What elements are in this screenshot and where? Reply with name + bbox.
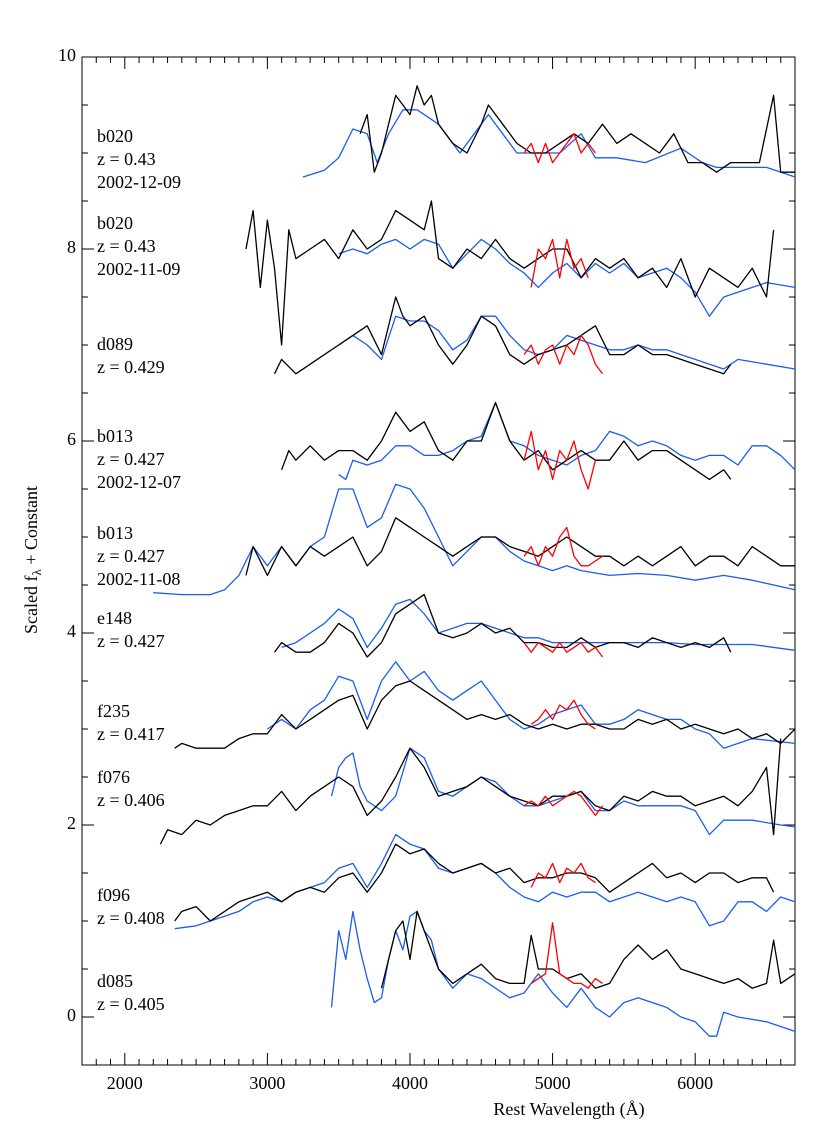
x-tick-label: 4000 [392, 1073, 428, 1093]
spectrum-label: 2002-12-07 [97, 472, 181, 492]
red-spectrum [523, 334, 604, 375]
x-tick-label: 6000 [677, 1073, 713, 1093]
red-spectrum [523, 790, 604, 817]
observed-spectrum [174, 843, 775, 922]
spectrum-label: z = 0.405 [97, 994, 165, 1014]
observed-spectrum [273, 593, 732, 658]
spectrum-label: z = 0.406 [97, 790, 165, 810]
observed-spectrum [280, 401, 732, 481]
observed-spectrum [359, 85, 795, 173]
model-spectrum [330, 910, 796, 1037]
spectrum-label: z = 0.417 [97, 724, 165, 744]
y-tick-label: 4 [67, 621, 76, 641]
x-tick-label: 5000 [535, 1073, 571, 1093]
red-spectrum [523, 641, 604, 658]
x-axis-label: Rest Wavelength (Å) [493, 1099, 644, 1120]
model-spectrum [338, 238, 796, 317]
model-spectrum [174, 833, 796, 930]
plot-frame [81, 56, 796, 1066]
y-tick-label: 2 [67, 813, 76, 833]
x-tick-label: 3000 [249, 1073, 285, 1093]
model-spectrum [330, 747, 796, 836]
red-spectrum [523, 430, 597, 490]
red-spectrum [530, 862, 596, 888]
y-label-part: Scaled f [21, 575, 41, 633]
spectrum-label: 2002-12-09 [97, 172, 181, 192]
spectrum-label: z = 0.43 [97, 236, 156, 256]
spectrum-label: e148 [97, 608, 132, 628]
spectrum-label: z = 0.43 [97, 149, 156, 169]
red-spectrum [523, 526, 603, 567]
spectrum-label: b020 [97, 213, 133, 233]
observed-spectrum [174, 680, 796, 749]
red-spectrum [530, 922, 603, 989]
spectrum-label: z = 0.427 [97, 449, 165, 469]
model-spectrum [267, 661, 796, 749]
y-tick-label: 0 [67, 1005, 76, 1025]
model-spectrum [153, 483, 796, 596]
spectrum-label: f076 [97, 767, 130, 787]
model-spectrum [281, 598, 796, 651]
spectrum-label: z = 0.427 [97, 546, 165, 566]
spectrum-label: z = 0.427 [97, 631, 165, 651]
spectrum-label: z = 0.429 [97, 357, 165, 377]
y-axis-label: Scaled fλ + Constant [21, 486, 44, 634]
model-spectrum [338, 401, 796, 481]
y-label-part: + Constant [21, 486, 41, 569]
observed-spectrum [245, 200, 775, 346]
spectrum-label: d089 [97, 334, 133, 354]
spectrum-label: d085 [97, 971, 133, 991]
spectrum-label: b013 [97, 523, 133, 543]
observed-spectrum [273, 296, 732, 375]
spectrum-label: 2002-11-09 [97, 259, 180, 279]
y-label-sub: λ [29, 568, 44, 575]
spectrum-label: f096 [97, 885, 130, 905]
spectrum-label: b020 [97, 126, 133, 146]
red-spectrum [530, 699, 596, 730]
x-tick-label: 2000 [107, 1073, 143, 1093]
red-spectrum [523, 133, 596, 164]
observed-spectrum [245, 517, 795, 577]
observed-spectrum [159, 738, 782, 845]
spectrum-label: f235 [97, 701, 130, 721]
spectrum-label: b013 [97, 426, 133, 446]
red-spectrum [530, 238, 589, 288]
y-tick-label: 6 [67, 429, 76, 449]
spectrum-label: 2002-11-08 [97, 569, 180, 589]
spectrum-label: z = 0.408 [97, 908, 165, 928]
y-tick-label: 8 [67, 237, 76, 257]
y-tick-label: 10 [58, 45, 76, 65]
model-spectrum [338, 315, 796, 370]
